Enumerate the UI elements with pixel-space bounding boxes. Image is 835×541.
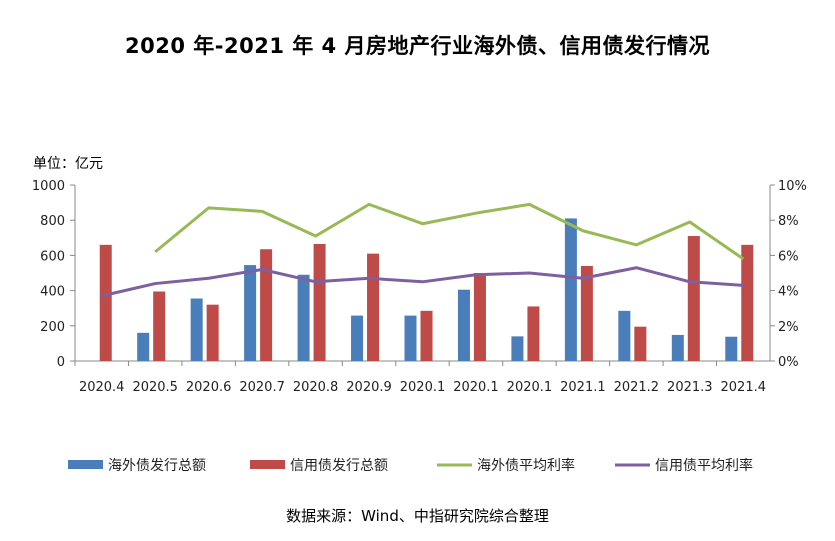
unit-label: 单位：亿元 <box>33 156 103 172</box>
bar-credit-bond <box>260 249 273 361</box>
x-tick-label: 2020.7 <box>239 380 285 395</box>
legend-label: 信用债发行总额 <box>290 458 388 474</box>
x-tick-label: 2020.5 <box>132 380 178 395</box>
bar-overseas-bond <box>564 218 577 361</box>
x-tick-label: 2021.3 <box>667 380 713 395</box>
bar-overseas-bond <box>297 274 310 361</box>
right-tick-label: 0% <box>778 355 799 370</box>
x-tick-label: 2021.1 <box>560 380 606 395</box>
left-tick-label: 800 <box>40 214 65 229</box>
right-tick-label: 8% <box>778 214 799 229</box>
bar-credit-bond <box>741 244 754 361</box>
right-tick-label: 4% <box>778 285 799 300</box>
line-credit-rate <box>101 266 744 298</box>
left-tick-label: 1000 <box>32 179 65 194</box>
legend-label: 信用债平均利率 <box>655 457 753 474</box>
bar-overseas-bond <box>351 315 364 361</box>
chart-lines <box>101 202 745 298</box>
bar-overseas-bond <box>618 310 631 361</box>
right-tick-label: 2% <box>778 320 799 335</box>
bar-overseas-bond <box>404 315 417 361</box>
x-tick-label: 2020.4 <box>79 380 125 395</box>
legend-swatch-1 <box>250 460 285 469</box>
bar-overseas-bond <box>190 298 203 361</box>
x-tick-label: 2020.1 <box>453 380 499 395</box>
bar-credit-bond <box>99 244 112 361</box>
bar-credit-bond <box>634 326 647 361</box>
left-tick-label: 200 <box>40 320 65 335</box>
chart-legend: 海外债发行总额 信用债发行总额 海外债平均利率 信用债平均利率 <box>68 457 753 474</box>
bar-overseas-bond <box>511 336 524 361</box>
bar-credit-bond <box>206 304 219 361</box>
right-tick-label: 10% <box>778 179 807 194</box>
bar-overseas-bond <box>244 265 257 361</box>
x-tick-labels: 2020.4 2020.5 2020.6 2020.7 2020.8 2020.9 2020… <box>79 380 766 395</box>
bar-credit-bond <box>367 253 380 361</box>
chart-title: 2020 年-2021 年 4 月房地产行业海外债、信用债发行情况 <box>125 34 710 58</box>
source-note: 数据来源：Wind、中指研究院综合整理 <box>286 507 549 525</box>
left-tick-label: 400 <box>40 285 65 300</box>
bar-credit-bond <box>527 306 540 361</box>
x-tick-label: 2020.1 <box>400 380 446 395</box>
x-tick-label: 2021.2 <box>614 380 660 395</box>
left-tick-label: 600 <box>40 249 65 264</box>
left-tick-labels: 0 200 400 600 800 1000 <box>32 179 65 370</box>
bar-overseas-bond <box>137 332 150 361</box>
bar-credit-bond <box>473 273 486 361</box>
right-tick-label: 6% <box>778 249 799 264</box>
legend-label: 海外债发行总额 <box>108 458 206 474</box>
bar-credit-bond <box>153 291 166 361</box>
bar-overseas-bond <box>725 336 738 361</box>
legend-label: 海外债平均利率 <box>477 457 575 474</box>
x-tick-label: 2020.1 <box>507 380 553 395</box>
left-tick-label: 0 <box>57 355 65 370</box>
bar-credit-bond <box>313 243 326 361</box>
bar-overseas-bond <box>671 334 684 361</box>
x-tick-label: 2020.8 <box>293 380 339 395</box>
chart-bars <box>99 218 754 361</box>
x-tick-label: 2020.9 <box>346 380 392 395</box>
bar-credit-bond <box>580 265 593 361</box>
line-overseas-rate <box>154 202 745 261</box>
x-tick-label: 2020.6 <box>186 380 232 395</box>
legend-swatch-0 <box>68 460 103 469</box>
bar-overseas-bond <box>457 289 470 361</box>
bar-credit-bond <box>420 310 433 361</box>
x-tick-label: 2021.4 <box>721 380 767 395</box>
right-tick-labels: 0% 2% 4% 6% 8% 10% <box>778 179 807 370</box>
bar-credit-bond <box>687 236 700 361</box>
